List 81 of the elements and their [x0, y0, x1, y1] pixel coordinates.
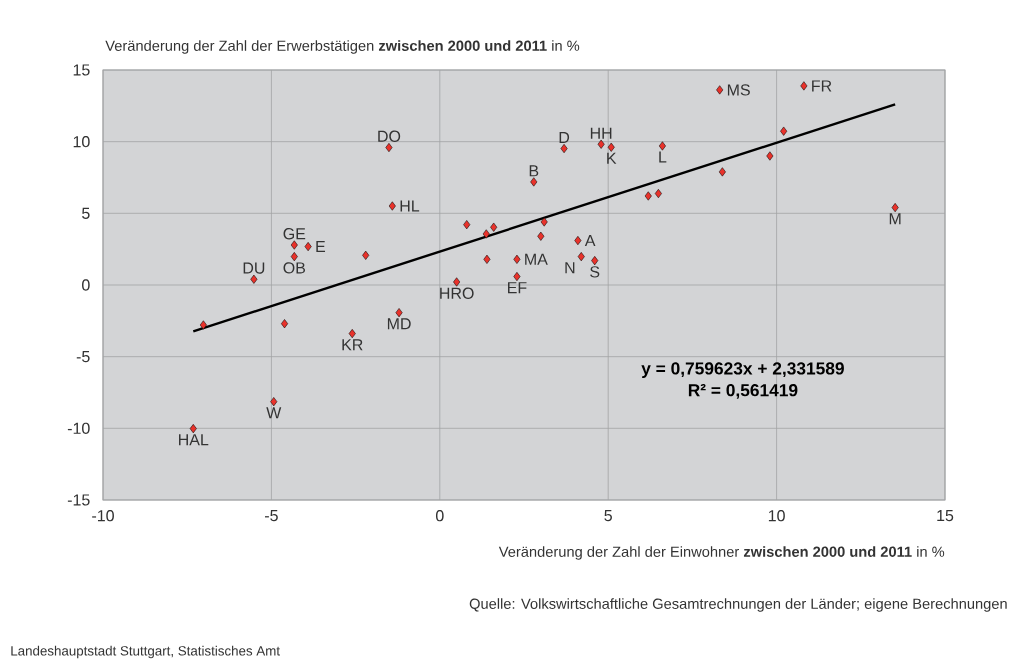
- point: [654, 189, 662, 199]
- data-label: KR: [342, 339, 363, 351]
- y-tick-label: -15: [67, 494, 90, 506]
- data-label: L: [659, 151, 667, 163]
- point: [607, 142, 615, 152]
- point: [540, 217, 548, 227]
- data-label: S: [590, 266, 600, 278]
- data-label: A: [584, 235, 596, 247]
- point: [658, 141, 666, 151]
- point: [718, 167, 726, 177]
- data-label: DO: [378, 130, 401, 142]
- data-label: HL: [400, 200, 420, 212]
- x-tick-label: -10: [92, 510, 114, 522]
- point: [290, 252, 298, 262]
- x-tick-label: 10: [768, 510, 785, 522]
- data-label: K: [607, 152, 617, 164]
- y-tick-label: 15: [73, 64, 90, 76]
- y-tick-label: -5: [76, 351, 90, 363]
- point: [644, 191, 652, 201]
- x-axis-title: Veränderung der Zahl der Einwohner zwischen 2000 und 2011 in %: [498, 546, 945, 560]
- y-tick-label: 5: [82, 207, 90, 219]
- data-label: N: [565, 262, 575, 274]
- data-label: HRO: [440, 287, 474, 299]
- point: [270, 397, 278, 407]
- point: [463, 220, 471, 230]
- point: [574, 236, 582, 246]
- text: Landeshauptstadt Stuttgart, Statistisches Amt: [11, 645, 280, 659]
- data-label: DU: [243, 262, 265, 274]
- point: [290, 240, 298, 250]
- data-label: MD: [387, 318, 411, 330]
- point: [800, 81, 808, 91]
- point: [591, 256, 599, 266]
- point: [453, 277, 461, 287]
- y-tick-label: 10: [73, 136, 90, 148]
- data-label: FR: [812, 80, 832, 92]
- point: [189, 424, 197, 434]
- point: [766, 151, 774, 161]
- annotation: R² = 0,561419: [688, 384, 798, 399]
- source-note: Quelle: Volkswirtschaftliche Gesamtrechnungen der Länder; eigene Berechnungen: [469, 598, 1007, 612]
- data-label: OB: [283, 262, 306, 274]
- point: [530, 177, 538, 187]
- point: [577, 252, 585, 262]
- point: [560, 144, 568, 154]
- point: [490, 222, 498, 232]
- point: [385, 143, 393, 153]
- point: [597, 139, 605, 149]
- point: [362, 250, 370, 260]
- point: [891, 203, 899, 213]
- point: [250, 274, 258, 284]
- y-tick-label: -10: [67, 422, 90, 434]
- y-axis-title: Veränderung der Zahl der Erwerbstätigen zwischen 2000 und 2011 in %: [105, 40, 580, 54]
- point: [483, 254, 491, 264]
- data-label: B: [529, 165, 539, 177]
- point: [388, 201, 396, 211]
- point: [482, 229, 490, 239]
- point: [199, 320, 207, 330]
- point: [348, 329, 356, 339]
- data-label: E: [316, 241, 326, 253]
- point: [304, 242, 312, 252]
- point: [780, 126, 788, 136]
- point: [513, 272, 521, 282]
- data-label: GE: [283, 228, 306, 240]
- data-label: MS: [727, 84, 750, 96]
- y-tick-label: 0: [82, 279, 90, 291]
- x-tick-label: -5: [265, 510, 278, 522]
- data-label: HH: [590, 127, 612, 139]
- data-label: HAL: [179, 434, 209, 446]
- point: [395, 308, 403, 318]
- data-label: M: [889, 213, 901, 225]
- point: [513, 254, 521, 264]
- x-tick-label: 0: [435, 510, 444, 522]
- data-label: W: [266, 407, 282, 419]
- annotation: y = 0,759623x + 2,331589: [641, 362, 844, 378]
- point: [716, 85, 724, 95]
- x-tick-label: 5: [604, 510, 612, 522]
- data-label: EF: [508, 282, 527, 294]
- data-label: D: [559, 131, 570, 143]
- x-tick-label: 15: [937, 510, 954, 522]
- point: [281, 319, 289, 329]
- point: [537, 231, 545, 241]
- data-label: MA: [525, 253, 548, 265]
